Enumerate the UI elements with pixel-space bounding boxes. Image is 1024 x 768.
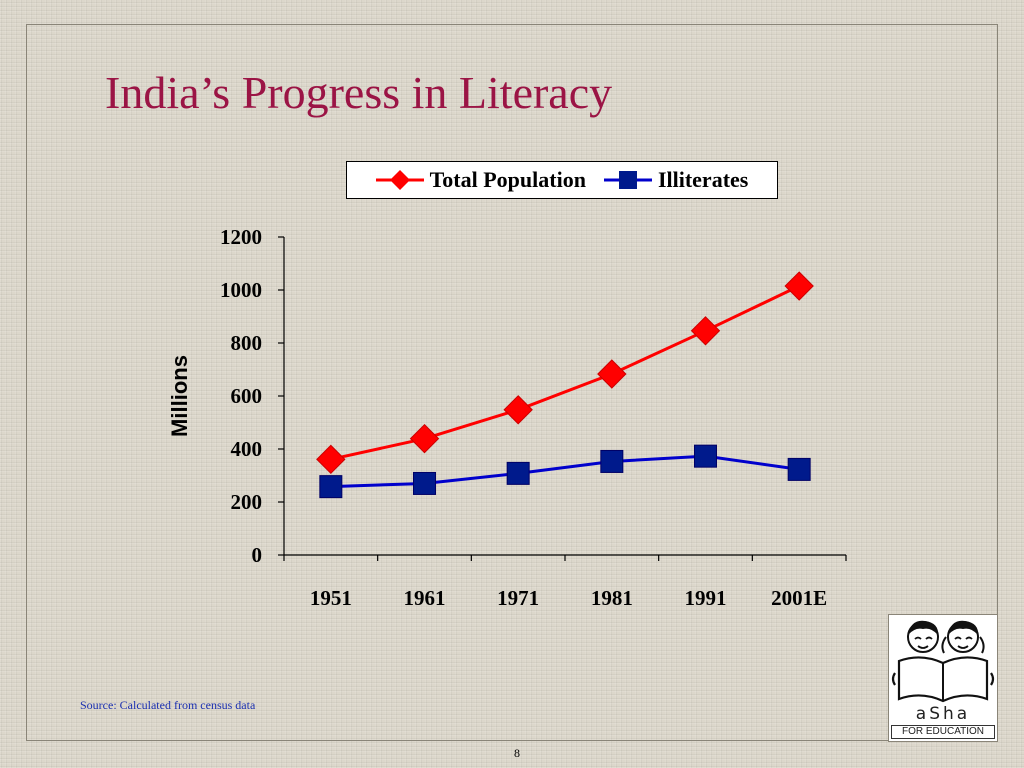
y-tick-label: 0 [252, 543, 263, 567]
legend-square-marker-icon [603, 171, 652, 189]
legend-diamond-marker-icon [375, 170, 424, 190]
x-tick-label: 1981 [591, 586, 633, 610]
x-tick-label: 1991 [685, 586, 727, 610]
y-tick-label: 200 [231, 490, 263, 514]
data-point-total-population [597, 359, 627, 389]
data-point-illiterates [787, 457, 811, 481]
y-axis-title: Millions [167, 355, 192, 437]
chart-legend: Total Population Illiterates [346, 161, 778, 199]
x-tick-label: 2001E [771, 586, 827, 610]
y-tick-label: 600 [231, 384, 263, 408]
data-point-illiterates [600, 449, 624, 473]
data-point-total-population [409, 423, 440, 454]
slide-title: India’s Progress in Literacy [105, 67, 613, 118]
data-point-illiterates [694, 444, 717, 468]
data-point-total-population [784, 271, 814, 301]
data-point-total-population [503, 395, 533, 425]
page-number: 8 [514, 746, 520, 760]
y-tick-label: 1200 [220, 225, 262, 249]
y-tick-label: 400 [231, 437, 263, 461]
asha-logo: aSha FOR EDUCATION [888, 614, 998, 742]
series-line-total-population [330, 284, 800, 461]
x-tick-label: 1951 [310, 586, 352, 610]
children-reading-icon: aSha [891, 620, 995, 724]
y-tick-label: 1000 [220, 278, 262, 302]
legend-item-total-population: Total Population [375, 167, 586, 193]
y-tick-label: 800 [231, 331, 263, 355]
legend-item-illiterates: Illiterates [603, 167, 749, 193]
x-tick-label: 1971 [497, 586, 539, 610]
data-point-illiterates [413, 471, 436, 495]
data-point-illiterates [319, 475, 343, 499]
x-tick-label: 1961 [404, 586, 446, 610]
logo-brand-text: aSha [916, 704, 970, 723]
series-line-illiterates [330, 454, 800, 489]
legend-label-illiterates: Illiterates [657, 167, 749, 192]
data-point-total-population [690, 316, 721, 346]
slide-frame [26, 24, 998, 741]
data-point-illiterates [506, 461, 530, 485]
logo-tagline: FOR EDUCATION [891, 725, 995, 739]
source-note: Source: Calculated from census data [80, 698, 256, 712]
data-point-total-population [316, 444, 346, 475]
legend-label-total-population: Total Population [429, 167, 586, 192]
